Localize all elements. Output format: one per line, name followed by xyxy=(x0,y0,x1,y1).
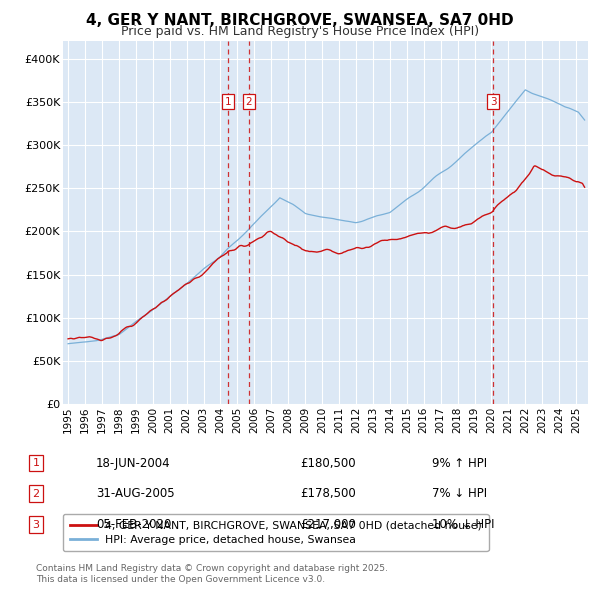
Text: 2: 2 xyxy=(245,97,252,107)
Text: 1: 1 xyxy=(32,458,40,468)
Text: 7% ↓ HPI: 7% ↓ HPI xyxy=(432,487,487,500)
Text: 9% ↑ HPI: 9% ↑ HPI xyxy=(432,457,487,470)
Text: 10% ↓ HPI: 10% ↓ HPI xyxy=(432,518,494,531)
Text: 3: 3 xyxy=(32,520,40,529)
Text: 31-AUG-2005: 31-AUG-2005 xyxy=(96,487,175,500)
Text: 4, GER Y NANT, BIRCHGROVE, SWANSEA, SA7 0HD: 4, GER Y NANT, BIRCHGROVE, SWANSEA, SA7 … xyxy=(86,13,514,28)
Text: £180,500: £180,500 xyxy=(300,457,356,470)
Text: 2: 2 xyxy=(32,489,40,499)
Text: £178,500: £178,500 xyxy=(300,487,356,500)
Text: Contains HM Land Registry data © Crown copyright and database right 2025.: Contains HM Land Registry data © Crown c… xyxy=(36,565,388,573)
Text: 1: 1 xyxy=(225,97,232,107)
Legend: 4, GER Y NANT, BIRCHGROVE, SWANSEA, SA7 0HD (detached house), HPI: Average price: 4, GER Y NANT, BIRCHGROVE, SWANSEA, SA7 … xyxy=(63,514,488,551)
Text: 05-FEB-2020: 05-FEB-2020 xyxy=(96,518,172,531)
Text: 18-JUN-2004: 18-JUN-2004 xyxy=(96,457,170,470)
Text: This data is licensed under the Open Government Licence v3.0.: This data is licensed under the Open Gov… xyxy=(36,575,325,584)
Text: £217,000: £217,000 xyxy=(300,518,356,531)
Text: 3: 3 xyxy=(490,97,496,107)
Text: Price paid vs. HM Land Registry's House Price Index (HPI): Price paid vs. HM Land Registry's House … xyxy=(121,25,479,38)
